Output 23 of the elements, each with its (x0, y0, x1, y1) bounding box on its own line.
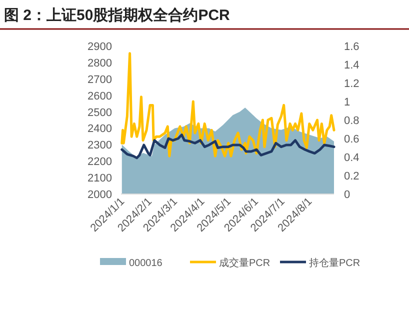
y2-tick-label: 1 (344, 96, 350, 108)
y-tick-label: 2500 (88, 106, 112, 119)
y2-tick-label: 0.2 (344, 170, 360, 182)
legend-label: 000016 (129, 258, 163, 269)
y-tick-label: 2700 (88, 74, 112, 86)
y2-tick-label: 1.2 (344, 78, 360, 90)
legend-label: 成交量PCR (219, 257, 270, 269)
chart-title: 图 2：上证50股指期权全合约PCR (4, 7, 230, 24)
y-tick-label: 2100 (88, 172, 112, 185)
y2-tick-label: 0.4 (344, 152, 360, 164)
y-tick-label: 2400 (88, 123, 112, 136)
y2-tick-label: 0.6 (344, 134, 360, 146)
y-tick-label: 2200 (88, 156, 112, 168)
y-tick-label: 2900 (88, 41, 112, 53)
y2-tick-label: 0.8 (344, 115, 360, 127)
legend-label: 持仓量PCR (309, 257, 360, 269)
y2-tick-label: 0 (344, 189, 350, 201)
y-tick-label: 2300 (88, 140, 112, 152)
y2-tick-label: 1.4 (344, 60, 360, 72)
y-tick-label: 2000 (88, 189, 112, 201)
y-tick-label: 2600 (88, 90, 112, 102)
y2-tick-label: 1.6 (344, 41, 360, 53)
y-tick-label: 2800 (88, 57, 112, 70)
